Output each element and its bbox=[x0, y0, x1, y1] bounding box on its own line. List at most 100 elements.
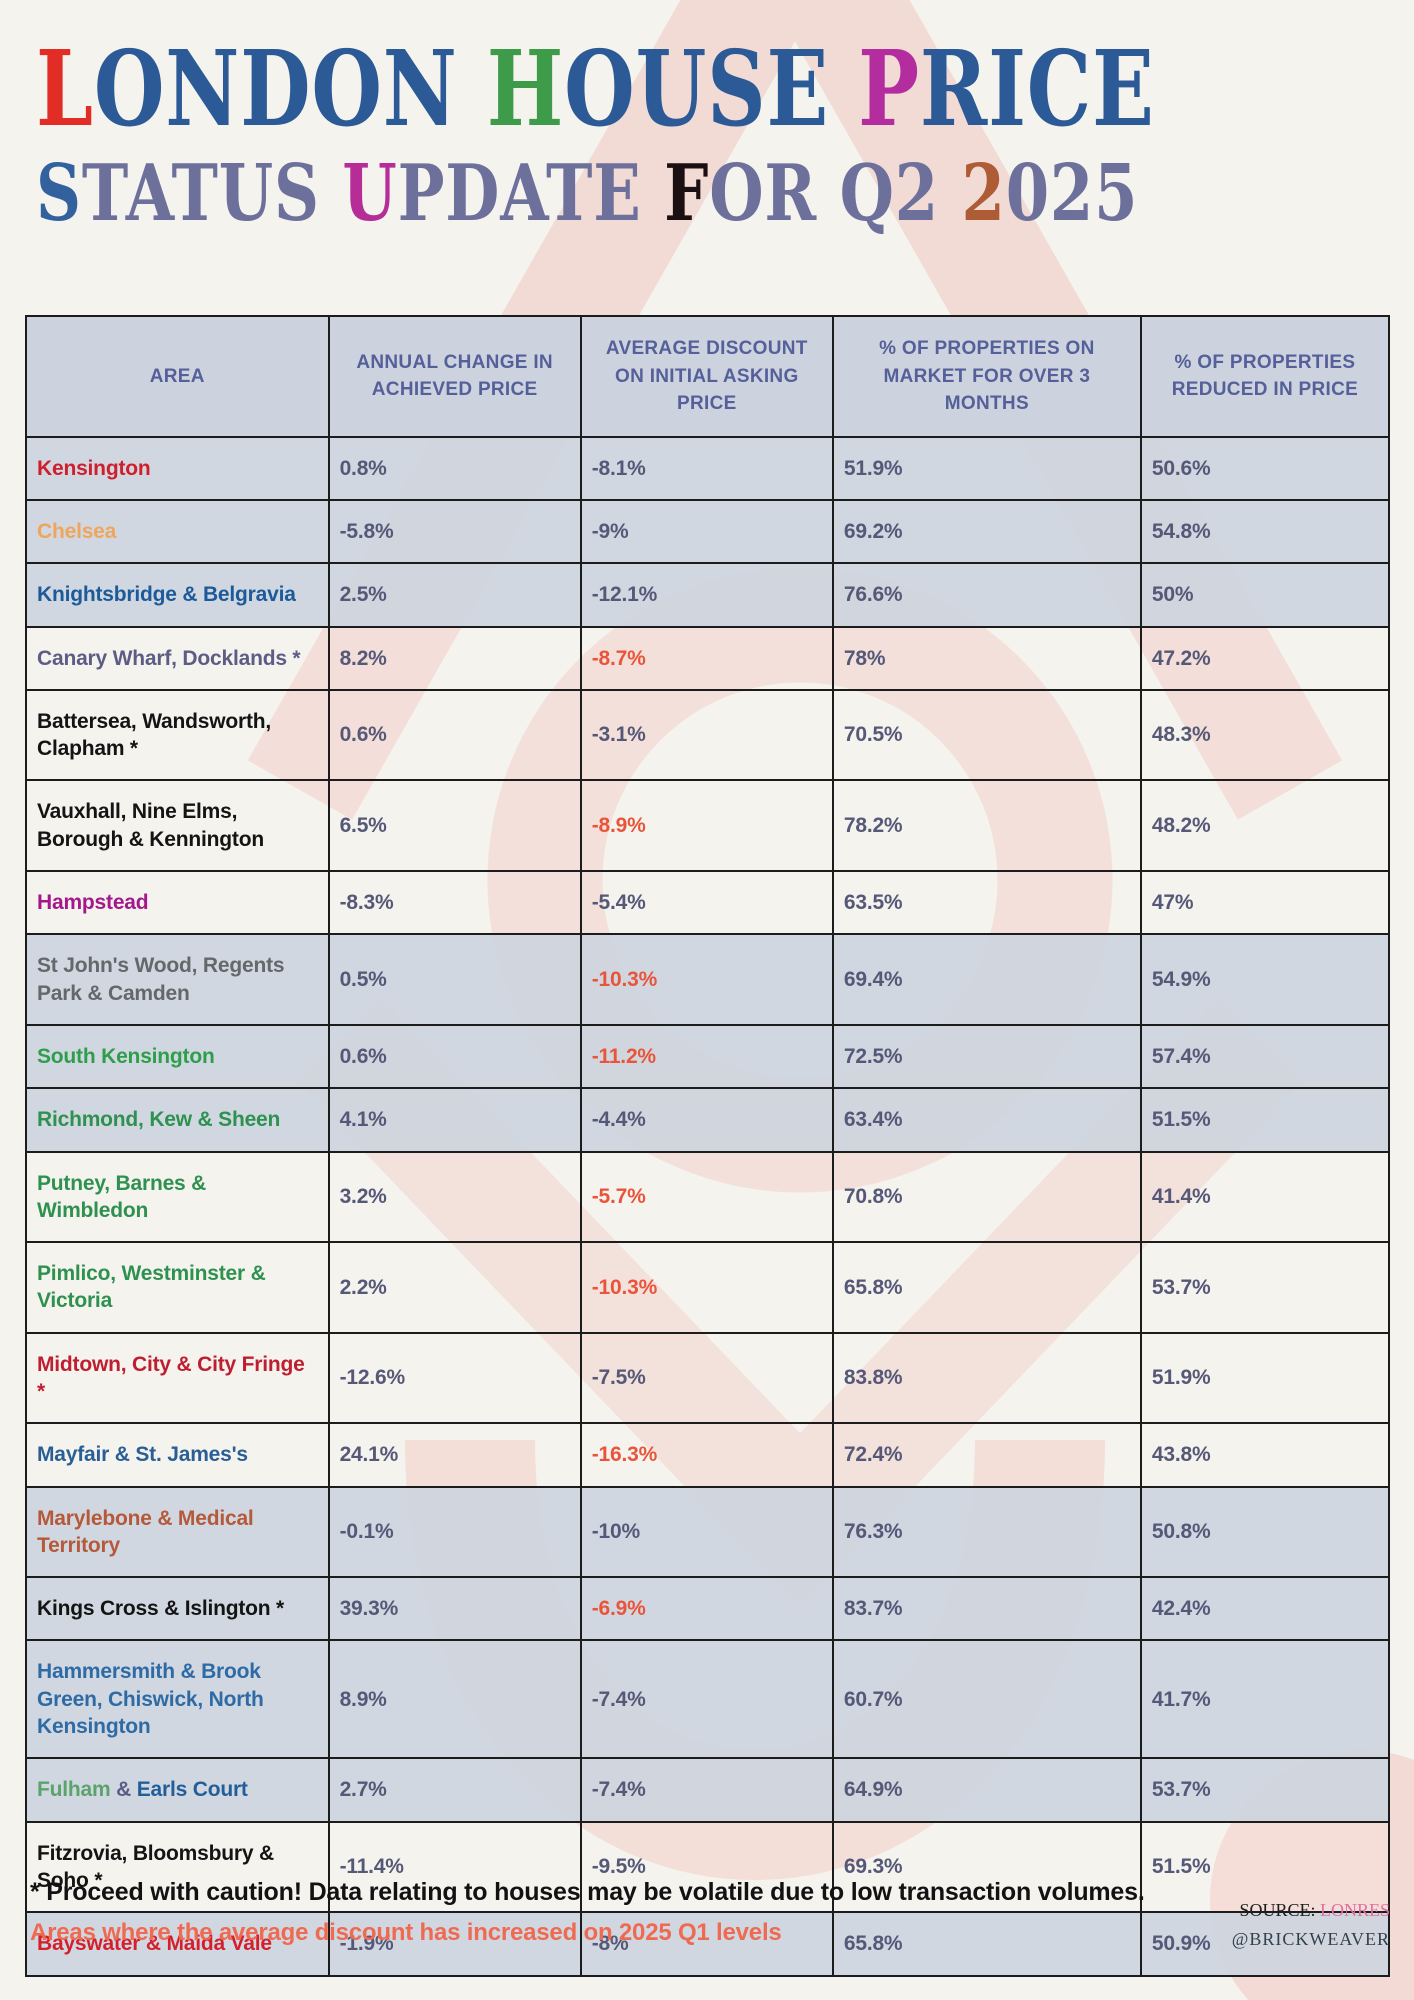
over-3-months-cell: 76.6% bbox=[831, 562, 1142, 628]
avg-discount-cell: -7.4% bbox=[579, 1757, 834, 1823]
reduced-in-price-cell: 53.7% bbox=[1139, 1757, 1391, 1823]
annual-change-cell: 6.5% bbox=[327, 779, 582, 873]
area-name-cell: St John's Wood, Regents Park & Camden bbox=[25, 933, 330, 1026]
avg-discount-cell: -5.7% bbox=[579, 1150, 834, 1244]
reduced-in-price-cell: 53.7% bbox=[1139, 1241, 1391, 1334]
over-3-months-cell: 65.8% bbox=[831, 1241, 1142, 1334]
reduced-in-price-cell: 43.8% bbox=[1139, 1422, 1391, 1488]
avg-discount-cell: -11.2% bbox=[579, 1023, 834, 1090]
avg-discount-cell: -16.3% bbox=[579, 1422, 834, 1488]
over-3-months-cell: 64.9% bbox=[831, 1757, 1142, 1823]
title-segment: 2 bbox=[961, 148, 1006, 240]
over-3-months-cell: 51.9% bbox=[831, 435, 1142, 501]
table-row: Canary Wharf, Docklands * 8.2% -8.7% 78% 47.… bbox=[25, 625, 1391, 691]
title-segment: L bbox=[36, 27, 94, 150]
annual-change-cell: 39.3% bbox=[327, 1576, 582, 1642]
area-name-segment: Knightsbridge & Belgravia bbox=[37, 583, 296, 607]
over-3-months-cell: 69.4% bbox=[831, 933, 1142, 1026]
over-3-months-cell: 63.4% bbox=[831, 1087, 1142, 1153]
title-segment: P bbox=[858, 27, 920, 150]
area-name-cell: Mayfair & St. James's bbox=[25, 1422, 330, 1488]
table-row: Vauxhall, Nine Elms, Borough & Kenningto… bbox=[25, 779, 1391, 873]
area-name-cell: Knightsbridge & Belgravia bbox=[25, 562, 330, 628]
annual-change-cell: 2.7% bbox=[327, 1757, 582, 1823]
title-segment: ONDON bbox=[93, 27, 487, 150]
reduced-in-price-cell: 54.8% bbox=[1139, 498, 1391, 565]
author-handle: @BRICKWEAVER bbox=[1231, 1928, 1390, 1949]
annual-change-cell: -12.6% bbox=[327, 1331, 582, 1425]
page-title-line2: STATUS UPDATE FOR Q2 2025 bbox=[36, 151, 1183, 237]
area-name-cell: Fitzrovia, Bloomsbury & Soho * bbox=[25, 1820, 330, 1914]
reduced-in-price-cell: 54.9% bbox=[1139, 933, 1391, 1026]
over-3-months-cell: 78.2% bbox=[831, 779, 1142, 873]
source-name: LONRES bbox=[1319, 1900, 1390, 1920]
reduced-in-price-cell: 51.5% bbox=[1139, 1087, 1391, 1153]
area-name-segment: Chelsea bbox=[37, 519, 117, 543]
area-name-segment: & bbox=[110, 1778, 137, 1802]
area-name-segment: Kings Cross & Islington * bbox=[37, 1597, 285, 1621]
annual-change-cell: -8.3% bbox=[327, 870, 582, 936]
reduced-in-price-cell: 50% bbox=[1139, 562, 1391, 628]
over-3-months-cell: 69.2% bbox=[831, 498, 1142, 565]
source-label: SOURCE: bbox=[1239, 1900, 1316, 1920]
area-name-cell: Fulham & Earls Court bbox=[25, 1757, 330, 1823]
reduced-in-price-cell: 47.2% bbox=[1139, 625, 1391, 691]
annual-change-cell: 8.2% bbox=[327, 625, 582, 691]
area-name-cell: Hammersmith & Brook Green, Chiswick, Nor… bbox=[25, 1639, 330, 1760]
over-3-months-cell: 70.8% bbox=[831, 1150, 1142, 1244]
table-row: Kensington 0.8% -8.1% 51.9% 50.6% bbox=[25, 435, 1391, 501]
title-segment: S bbox=[36, 148, 82, 240]
annual-change-cell: 24.1% bbox=[327, 1422, 582, 1488]
reduced-in-price-cell: 41.4% bbox=[1139, 1150, 1391, 1244]
over-3-months-cell: 72.5% bbox=[831, 1023, 1142, 1090]
title-block: LONDON HOUSE PRICE STATUS UPDATE FOR Q2 … bbox=[36, 34, 1414, 237]
table-wrap: AREA ANNUAL CHANGE IN ACHIEVED PRICE AVERA… bbox=[25, 315, 1391, 1977]
table-row: St John's Wood, Regents Park & Camden 0.5… bbox=[25, 933, 1391, 1026]
table-row: Hampstead -8.3% -5.4% 63.5% 47% bbox=[25, 870, 1391, 936]
column-header: AVERAGE DISCOUNT ON INITIAL ASKING PRICE bbox=[579, 315, 834, 438]
area-name-cell: Pimlico, Westminster & Victoria bbox=[25, 1241, 330, 1334]
table-row: Pimlico, Westminster & Victoria 2.2% -10.3… bbox=[25, 1241, 1391, 1334]
over-3-months-cell: 83.8% bbox=[831, 1331, 1142, 1425]
over-3-months-cell: 65.8% bbox=[831, 1911, 1142, 1977]
table-row: Chelsea -5.8% -9% 69.2% 54.8% bbox=[25, 498, 1391, 565]
avg-discount-cell: -9% bbox=[579, 498, 834, 565]
avg-discount-cell: -7.4% bbox=[579, 1639, 834, 1760]
annual-change-cell: 8.9% bbox=[327, 1639, 582, 1760]
highlight-legend-footnote: Areas where the average discount has inc… bbox=[30, 1919, 782, 1946]
area-name-segment: Battersea, Wandsworth, Clapham * bbox=[37, 709, 272, 761]
annual-change-cell: 2.2% bbox=[327, 1241, 582, 1334]
area-name-segment: Earls Court bbox=[136, 1778, 248, 1802]
footnotes: * Proceed with caution! Data relating to… bbox=[30, 1878, 1145, 1947]
table-header-row: AREA ANNUAL CHANGE IN ACHIEVED PRICE AVERA… bbox=[25, 315, 1391, 438]
area-name-segment: Vauxhall, Nine Elms, Borough & Kenningto… bbox=[37, 800, 264, 851]
over-3-months-cell: 70.5% bbox=[831, 688, 1142, 782]
column-header: AREA bbox=[25, 315, 330, 438]
avg-discount-cell: -8.1% bbox=[579, 435, 834, 501]
column-header: % OF PROPERTIES REDUCED IN PRICE bbox=[1139, 315, 1391, 438]
area-name-cell: Chelsea bbox=[25, 498, 330, 565]
table-row: Richmond, Kew & Sheen 4.1% -4.4% 63.4% 51.5% bbox=[25, 1087, 1391, 1153]
avg-discount-cell: -8% bbox=[579, 1911, 834, 1977]
table-row: Mayfair & St. James's 24.1% -16.3% 72.4% 43.… bbox=[25, 1422, 1391, 1488]
page-title-line1: LONDON HOUSE PRICE bbox=[36, 34, 1155, 143]
table-row: Midtown, City & City Fringe * -12.6% -7.5%… bbox=[25, 1331, 1391, 1425]
avg-discount-cell: -8.9% bbox=[579, 779, 834, 873]
reduced-in-price-cell: 57.4% bbox=[1139, 1023, 1391, 1090]
table-row: Hammersmith & Brook Green, Chiswick, Nor… bbox=[25, 1639, 1391, 1760]
area-name-segment: Marylebone & Medical Territory bbox=[37, 1506, 254, 1557]
reduced-in-price-cell: 50.8% bbox=[1139, 1485, 1391, 1579]
avg-discount-cell: -6.9% bbox=[579, 1576, 834, 1642]
table-row: Knightsbridge & Belgravia 2.5% -12.1% 76.6%… bbox=[25, 562, 1391, 628]
over-3-months-cell: 83.7% bbox=[831, 1576, 1142, 1642]
table-row: Marylebone & Medical Territory -0.1% -10% 7… bbox=[25, 1485, 1391, 1579]
avg-discount-cell: -12.1% bbox=[579, 562, 834, 628]
area-name-segment: Mayfair & St. James's bbox=[37, 1443, 248, 1467]
annual-change-cell: 0.8% bbox=[327, 435, 582, 501]
source-line: SOURCE: LONRES bbox=[1232, 1896, 1390, 1925]
area-name-segment: St John's Wood, Regents Park & Camden bbox=[37, 954, 285, 1005]
avg-discount-cell: -3.1% bbox=[579, 688, 834, 782]
table-row: South Kensington 0.6% -11.2% 72.5% 57.4% bbox=[25, 1023, 1391, 1090]
area-name-segment: Putney, Barnes & Wimbledon bbox=[37, 1171, 207, 1222]
area-name-cell: Midtown, City & City Fringe * bbox=[25, 1331, 330, 1425]
